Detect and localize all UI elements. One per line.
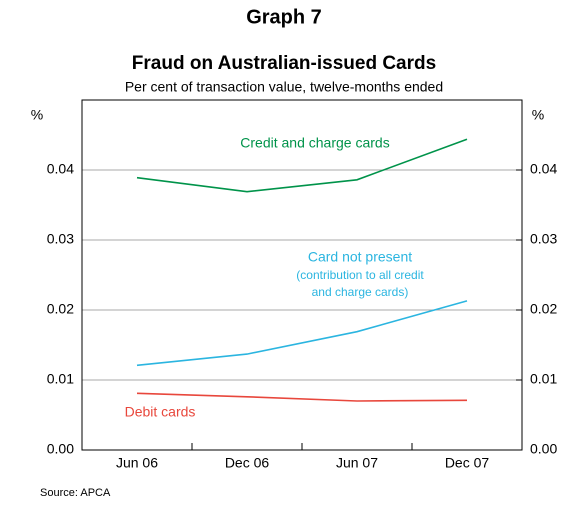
series-label: Debit cards — [125, 404, 196, 420]
x-tick-label: Dec 06 — [225, 455, 270, 471]
chart-subtitle: Fraud on Australian-issued Cards — [132, 53, 436, 74]
y2-tick-label: 0.03 — [530, 231, 557, 247]
series-line — [136, 392, 468, 402]
y-axis-label: % — [31, 107, 43, 123]
y-tick-label: 0.02 — [47, 301, 74, 317]
chart-caption: Per cent of transaction value, twelve-mo… — [125, 79, 443, 95]
y2-tick-label: 0.04 — [530, 161, 557, 177]
series-line — [136, 138, 468, 193]
y2-tick-label: 0.02 — [530, 301, 557, 317]
y2-axis-label: % — [532, 107, 544, 123]
chart-title: Graph 7 — [246, 6, 322, 28]
series-label: Card not present — [308, 249, 412, 265]
series-line — [136, 300, 468, 367]
x-tick-label: Dec 07 — [445, 455, 490, 471]
y2-tick-label: 0.00 — [530, 441, 557, 457]
series-note: (contribution to all credit — [296, 268, 424, 282]
y-tick-label: 0.03 — [47, 231, 74, 247]
y-tick-label: 0.04 — [47, 161, 74, 177]
y2-tick-label: 0.01 — [530, 371, 557, 387]
series-label: Credit and charge cards — [240, 135, 389, 151]
y-tick-label: 0.00 — [47, 441, 74, 457]
y-tick-label: 0.01 — [47, 371, 74, 387]
source: Source: APCA — [40, 487, 111, 499]
x-tick-label: Jun 06 — [116, 455, 158, 471]
series-note: and charge cards) — [312, 285, 409, 299]
x-tick-label: Jun 07 — [336, 455, 378, 471]
